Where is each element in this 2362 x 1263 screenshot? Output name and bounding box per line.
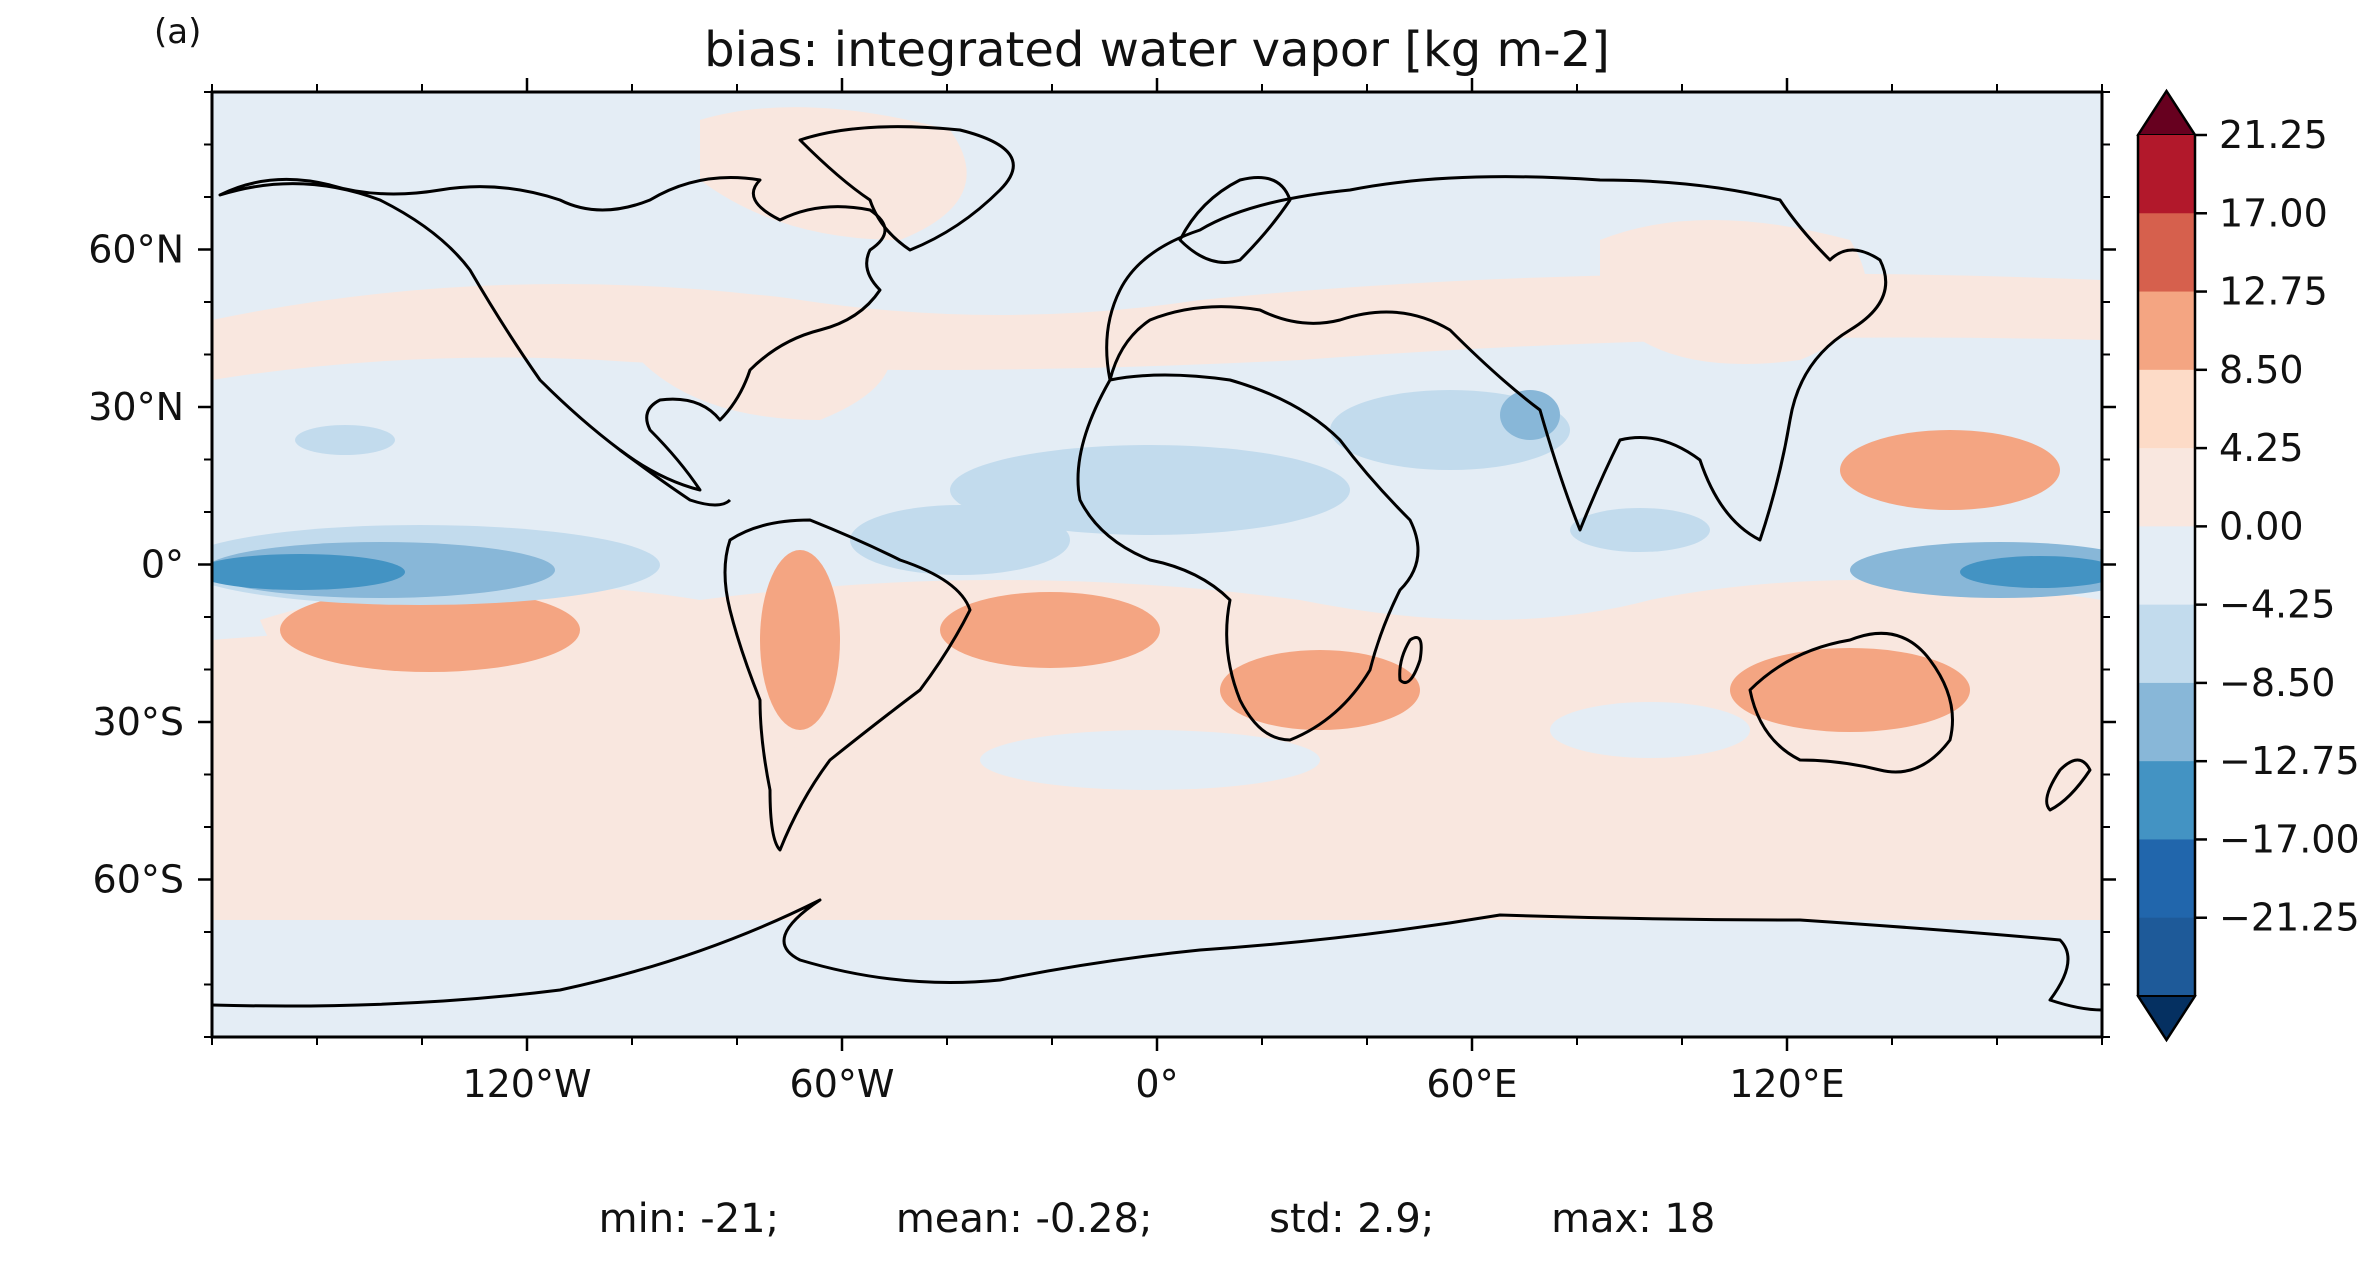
x-axis: 120°W 60°W 0° 60°E 120°E	[211, 78, 2103, 1106]
colorbar-tick-label: −12.75	[2219, 739, 2360, 783]
bias-region-west-pacific	[1840, 430, 2060, 510]
y-tick-label: 60°N	[88, 228, 184, 272]
bias-region-tropical-atlantic	[850, 505, 1070, 575]
stat-std: std: 2.9;	[1269, 1196, 1435, 1242]
bias-region-indian-ocean	[1570, 508, 1710, 552]
colorbar-segment	[2138, 291, 2195, 371]
y-tick-label: 0°	[141, 543, 184, 587]
y-tick-label: 30°N	[88, 385, 184, 429]
coastline-scandinavia	[1178, 176, 1292, 264]
x-tick-label: 60°E	[1426, 1062, 1517, 1106]
coastline-eurasia	[1105, 175, 1888, 542]
colorbar-tick-label: 12.75	[2219, 270, 2328, 314]
colorbar-segment	[2138, 682, 2195, 762]
coastline-south-america	[723, 518, 972, 852]
x-tick-label: 0°	[1135, 1062, 1178, 1106]
coastlines	[212, 125, 2102, 1012]
y-tick-label: 60°S	[93, 858, 184, 902]
bias-region-east-asia-positive	[1600, 220, 1867, 364]
stats-line: min: -21; mean: -0.28; std: 2.9; max: 18	[212, 1196, 2102, 1242]
colorbar-segment	[2138, 604, 2195, 684]
colorbar-tick-label: −17.00	[2219, 817, 2360, 861]
bias-region-sahara	[950, 445, 1350, 535]
bias-region-hawaii	[295, 425, 395, 455]
colorbar-tick-label: 17.00	[2219, 191, 2328, 235]
colorbar-segment	[2138, 839, 2195, 919]
bias-region-pakistan	[1500, 390, 1560, 440]
coastline-central-america	[619, 448, 732, 507]
stat-min: min: -21;	[598, 1196, 780, 1242]
bias-region-south-indian-negative	[1550, 702, 1750, 758]
x-tick-label: 120°E	[1729, 1062, 1845, 1106]
colorbar-tick-label: −4.25	[2219, 583, 2335, 627]
x-tick-label: 120°W	[462, 1062, 591, 1106]
bias-region-australia	[1730, 648, 1970, 732]
bias-region-south-atlantic-negative	[980, 730, 1320, 790]
bias-region-east-pacific-core	[212, 554, 405, 590]
colorbar-extend-max	[2136, 89, 2197, 136]
coastline-new-zealand	[2045, 758, 2092, 812]
colorbar-outline	[2136, 88, 2197, 1043]
y-tick-label: 30°S	[93, 700, 184, 744]
coastline-north-america	[218, 176, 887, 492]
bias-region-andes	[760, 550, 840, 730]
colorbar-tick-label: −8.50	[2219, 661, 2335, 705]
stat-max: max: 18	[1551, 1196, 1716, 1242]
colorbar: 21.25 17.00 12.75 8.50 4.25 0.00 −4.25 −8.50 −12…	[2136, 88, 2360, 1043]
colorbar-segment	[2138, 213, 2195, 293]
coastline-africa	[1076, 373, 1420, 742]
colorbar-tick-label: 21.25	[2219, 113, 2328, 157]
x-tick-label: 60°W	[790, 1062, 895, 1106]
bias-region-west-pacific-core	[1960, 556, 2102, 588]
bias-region-se-atlantic	[940, 592, 1160, 668]
colorbar-segment	[2138, 917, 2195, 997]
coastline-madagascar	[1398, 636, 1423, 684]
colorbar-tick-label: −21.25	[2219, 896, 2360, 940]
panel-label: (a)	[154, 12, 202, 52]
colorbar-segment	[2138, 369, 2195, 449]
coastline-australia	[1748, 631, 1954, 774]
bias-region-arctic-positive	[700, 107, 967, 240]
coastline-greenland	[798, 125, 1015, 252]
colorbar-tick-label: 8.50	[2219, 348, 2304, 392]
bias-region-se-pacific	[280, 588, 580, 672]
coastline-antarctica	[212, 898, 2102, 1012]
colorbar-segment	[2138, 135, 2195, 214]
colorbar-tick-label: 4.25	[2219, 426, 2304, 470]
y-axis: 60°N 30°N 0° 30°S 60°S	[88, 91, 2116, 1038]
figure-title: bias: integrated water vapor [kg m-2]	[704, 22, 1610, 78]
colorbar-extend-min	[2136, 995, 2197, 1042]
colorbar-segment	[2138, 761, 2195, 840]
map-frame	[210, 90, 2104, 1039]
colorbar-tick-label: 0.00	[2219, 504, 2304, 548]
stat-mean: mean: -0.28;	[895, 1196, 1153, 1242]
colorbar-segment	[2138, 448, 2195, 527]
colorbar-segment	[2138, 526, 2195, 606]
bias-region-antarctic-coast	[212, 990, 2102, 1037]
